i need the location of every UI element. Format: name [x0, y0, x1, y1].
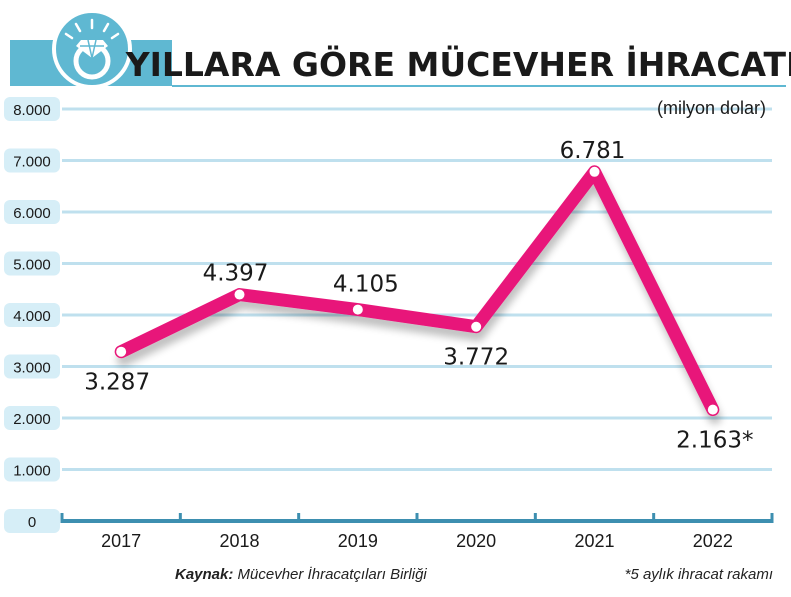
source-value: Mücevher İhracatçıları Birliği	[237, 566, 427, 583]
series-revenue	[114, 165, 720, 417]
data-point	[706, 403, 719, 416]
data-label: 4.397	[203, 261, 269, 287]
y-tick-bg	[4, 97, 60, 121]
data-point	[115, 345, 128, 358]
y-tick-label: 1.000	[13, 463, 51, 480]
data-labels: 3.287 4.397 4.105 3.772 6.781 2.163*	[84, 138, 753, 454]
data-label: 6.781	[560, 138, 626, 164]
x-tick-label: 2020	[456, 531, 496, 551]
header: YILLARA GÖRE MÜCEVHER İHRACATI	[10, 9, 791, 89]
y-tick-label: 4.000	[13, 308, 51, 325]
y-tick-bg	[4, 406, 60, 430]
chart-title: YILLARA GÖRE MÜCEVHER İHRACATI	[125, 44, 791, 84]
y-tick-bg	[4, 251, 60, 276]
diamond-ring-icon	[52, 9, 132, 89]
x-tick-label: 2017	[101, 531, 141, 551]
grid: 0 1.000 2.000 3.000 4.000 5.000 6.000 7.000 8.00…	[4, 97, 772, 533]
source: Kaynak: Mücevher İhracatçıları Birliği	[175, 566, 427, 583]
x-tick-label: 2019	[338, 531, 378, 551]
y-tick-label: 5.000	[13, 257, 51, 274]
y-tick-bg	[4, 354, 60, 379]
x-tick-label: 2021	[574, 531, 614, 551]
y-tick-bg	[4, 457, 60, 482]
footnote: *5 aylık ihracat rakamı	[624, 566, 773, 583]
data-point	[470, 320, 483, 333]
x-tick-label: 2022	[693, 531, 733, 551]
data-label: 3.287	[84, 370, 150, 396]
data-label: 4.105	[333, 272, 399, 298]
y-tick-label: 3.000	[13, 360, 51, 377]
data-point	[588, 165, 601, 178]
data-label: 2.163*	[676, 428, 753, 454]
x-tick-label: 2018	[219, 531, 259, 551]
series-line	[114, 165, 720, 417]
y-tick-bg	[4, 303, 60, 327]
unit-label: (milyon dolar)	[657, 98, 766, 118]
source-label: Kaynak:	[175, 566, 234, 583]
y-tick-label: 7.000	[13, 154, 51, 171]
data-point	[233, 288, 246, 301]
y-tick-label: 6.000	[13, 205, 51, 222]
axes: 2017 2018 2019 2020 2021 2022	[60, 513, 774, 551]
header-band-right	[172, 32, 786, 86]
data-label: 3.772	[443, 345, 509, 371]
y-tick-bg	[4, 200, 60, 224]
y-tick-bg	[4, 148, 60, 173]
y-tick-bg	[4, 509, 60, 533]
footer: Kaynak: Mücevher İhracatçıları Birliği *…	[0, 563, 791, 597]
y-tick-label: 0	[28, 514, 36, 531]
y-tick-label: 2.000	[13, 411, 51, 428]
data-point	[351, 303, 364, 316]
y-tick-label: 8.000	[13, 102, 51, 119]
